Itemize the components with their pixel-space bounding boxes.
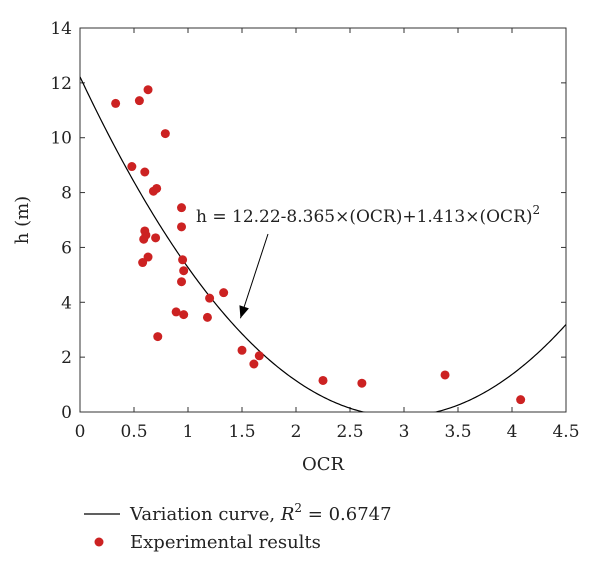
x-tick-label: 2.5 <box>336 422 363 442</box>
y-tick-label: 10 <box>50 129 72 149</box>
y-tick-label: 2 <box>61 348 72 368</box>
x-tick-label: 0.5 <box>120 422 147 442</box>
plot-frame <box>79 27 567 413</box>
data-point <box>140 167 150 177</box>
x-tick-label: 3 <box>399 422 410 442</box>
data-point <box>237 345 247 355</box>
y-tick-label: 12 <box>50 74 72 94</box>
annotation-arrow-head <box>239 305 249 319</box>
y-tick-label: 0 <box>61 403 72 423</box>
equation-text: h = 12.22-8.365×(OCR)+1.413×(OCR) <box>196 207 533 227</box>
data-point <box>111 98 121 108</box>
equation-annotation: h = 12.22-8.365×(OCR)+1.413×(OCR)2 <box>196 203 540 227</box>
data-point <box>178 255 188 265</box>
x-tick-label: 3.5 <box>444 422 471 442</box>
data-point <box>254 351 264 361</box>
x-tick-label: 4 <box>507 422 518 442</box>
data-point <box>179 310 189 320</box>
data-point <box>440 370 450 380</box>
y-axis-ticks: 0 2 4 6 8 10 12 14 <box>50 19 566 423</box>
data-point <box>202 312 212 322</box>
x-tick-label: 4.5 <box>552 422 579 442</box>
data-point <box>138 258 148 268</box>
data-point <box>177 203 187 213</box>
x-tick-label: 0 <box>75 422 86 442</box>
data-point <box>152 183 162 193</box>
x-axis-ticks: 0 0.5 1 1.5 2 2.5 3 3.5 4 4.5 <box>75 28 580 442</box>
x-tick-label: 2 <box>291 422 302 442</box>
x-tick-label: 1 <box>183 422 194 442</box>
data-point <box>357 378 367 388</box>
y-axis-label: h (m) <box>12 196 33 244</box>
annotation-arrow <box>239 233 269 319</box>
experimental-points <box>111 85 526 405</box>
x-tick-label: 1.5 <box>228 422 255 442</box>
legend-curve-label: Variation curve, R2 = 0.6747 <box>129 501 392 525</box>
data-point <box>153 332 163 342</box>
data-point <box>160 129 170 139</box>
legend-points-swatch <box>94 537 104 547</box>
x-axis-label: OCR <box>302 454 345 475</box>
legend-points-label: Experimental results <box>130 532 321 553</box>
data-point <box>134 96 144 106</box>
data-point <box>139 234 149 244</box>
data-point <box>177 222 187 232</box>
data-point <box>151 233 161 243</box>
data-point <box>177 277 187 287</box>
data-point <box>127 162 137 172</box>
y-tick-label: 4 <box>61 293 72 313</box>
data-point <box>219 288 229 298</box>
y-tick-label: 8 <box>61 184 72 204</box>
data-point <box>143 252 153 262</box>
equation-superscript: 2 <box>533 203 541 217</box>
variation-curve-line <box>80 76 566 412</box>
legend: Variation curve, R2 = 0.6747 Experimenta… <box>84 501 392 553</box>
data-point <box>205 293 215 303</box>
data-point <box>249 359 259 369</box>
data-point <box>171 307 181 317</box>
data-point <box>516 395 526 405</box>
data-point <box>143 85 153 95</box>
data-point <box>179 266 189 276</box>
data-point <box>318 375 328 385</box>
y-tick-label: 14 <box>50 19 72 39</box>
y-tick-label: 6 <box>61 238 72 258</box>
